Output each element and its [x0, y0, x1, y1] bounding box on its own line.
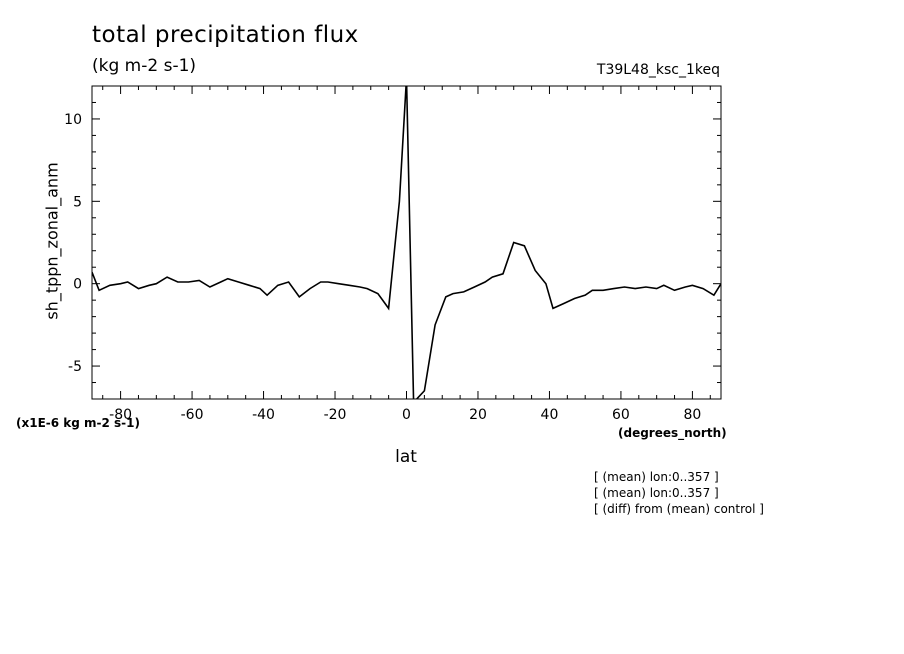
x-tick-label: -40: [252, 407, 275, 423]
y-tick-label: -5: [68, 359, 82, 375]
y-tick-label: 5: [73, 194, 82, 210]
x-axis-units: (degrees_north): [618, 426, 727, 440]
x-axis-label: lat: [395, 447, 417, 467]
series-line: [92, 86, 721, 399]
run-id-label: T39L48_ksc_1keq: [596, 62, 720, 78]
y-tick-label: 0: [73, 277, 82, 293]
x-tick-label: 80: [683, 407, 701, 423]
x-tick-label: 0: [402, 407, 411, 423]
chart-units: (kg m-2 s-1): [92, 56, 197, 76]
plot-frame: [91, 85, 722, 400]
chart-title: total precipitation flux: [92, 22, 359, 48]
note-line: [ (mean) lon:0..357 ]: [594, 470, 719, 484]
x-tick-label: -20: [324, 407, 347, 423]
x-tick-label: 60: [612, 407, 630, 423]
x-tick-label: 20: [469, 407, 487, 423]
x-tick-label: 40: [541, 407, 559, 423]
y-scale-note: (x1E-6 kg m-2 s-1): [16, 416, 140, 430]
note-line: [ (mean) lon:0..357 ]: [594, 486, 719, 500]
y-tick-label: 10: [64, 112, 82, 128]
x-tick-label: -80: [109, 407, 132, 423]
note-line: [ (diff) from (mean) control ]: [594, 502, 764, 516]
x-tick-label: -60: [181, 407, 204, 423]
